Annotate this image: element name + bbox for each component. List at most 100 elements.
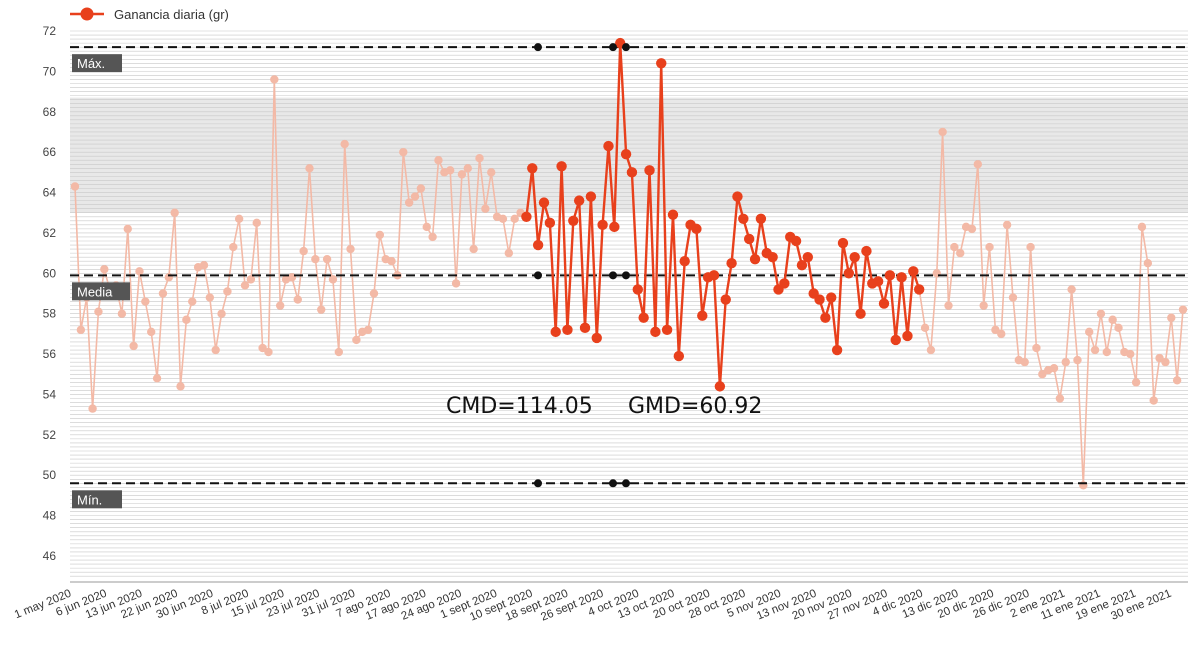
data-point-faded[interactable] bbox=[997, 329, 1006, 339]
data-point-faded[interactable] bbox=[1131, 378, 1141, 387]
data-point-faded[interactable] bbox=[985, 242, 994, 252]
data-point[interactable] bbox=[626, 167, 638, 178]
data-point[interactable] bbox=[749, 253, 761, 265]
data-point-faded[interactable] bbox=[240, 281, 250, 290]
data-point-faded[interactable] bbox=[246, 275, 256, 284]
data-point-faded[interactable] bbox=[1038, 370, 1047, 379]
data-point[interactable] bbox=[673, 350, 685, 362]
data-point[interactable] bbox=[579, 322, 591, 334]
data-point[interactable] bbox=[568, 215, 579, 227]
data-point[interactable] bbox=[532, 239, 544, 251]
data-point-faded[interactable] bbox=[293, 295, 302, 304]
data-point[interactable] bbox=[691, 223, 702, 235]
data-point[interactable] bbox=[738, 213, 749, 224]
data-point[interactable] bbox=[573, 195, 585, 206]
data-point[interactable] bbox=[890, 334, 901, 346]
data-point-faded[interactable] bbox=[129, 341, 138, 351]
data-point-faded[interactable] bbox=[76, 325, 86, 335]
data-point[interactable] bbox=[638, 312, 649, 323]
data-point-faded[interactable] bbox=[123, 224, 132, 234]
data-point[interactable] bbox=[755, 213, 767, 224]
data-point[interactable] bbox=[661, 324, 673, 336]
data-point-faded[interactable] bbox=[1096, 309, 1106, 318]
data-point-faded[interactable] bbox=[88, 404, 97, 413]
data-point-faded[interactable] bbox=[487, 168, 496, 177]
data-point[interactable] bbox=[855, 308, 866, 319]
data-point-faded[interactable] bbox=[1032, 343, 1041, 353]
data-point-faded[interactable] bbox=[328, 275, 338, 284]
data-point[interactable] bbox=[913, 284, 925, 295]
data-point-faded[interactable] bbox=[416, 184, 426, 193]
data-point[interactable] bbox=[831, 344, 843, 356]
data-point-faded[interactable] bbox=[1137, 222, 1147, 232]
legend[interactable]: Ganancia diaria (gr) bbox=[70, 7, 229, 22]
data-point-faded[interactable] bbox=[258, 343, 267, 353]
data-point-faded[interactable] bbox=[1073, 355, 1082, 365]
data-point[interactable] bbox=[556, 161, 567, 172]
data-point-faded[interactable] bbox=[463, 164, 472, 173]
data-point-faded[interactable] bbox=[404, 198, 414, 207]
data-point-faded[interactable] bbox=[1090, 345, 1100, 355]
data-point-faded[interactable] bbox=[1061, 357, 1070, 367]
data-point-faded[interactable] bbox=[956, 248, 965, 258]
data-point-faded[interactable] bbox=[229, 242, 238, 252]
data-point-faded[interactable] bbox=[457, 170, 467, 179]
data-point[interactable] bbox=[550, 326, 561, 338]
data-point-faded[interactable] bbox=[1067, 285, 1076, 294]
data-point-faded[interactable] bbox=[475, 154, 484, 163]
data-point[interactable] bbox=[878, 298, 890, 309]
data-point-faded[interactable] bbox=[305, 164, 314, 173]
data-point-faded[interactable] bbox=[1049, 364, 1059, 373]
data-point-faded[interactable] bbox=[1085, 327, 1094, 337]
data-point-faded[interactable] bbox=[434, 156, 443, 165]
data-point-faded[interactable] bbox=[1055, 394, 1065, 403]
data-point[interactable] bbox=[814, 294, 825, 305]
data-point-faded[interactable] bbox=[1114, 323, 1123, 333]
data-point[interactable] bbox=[849, 251, 860, 263]
data-point-faded[interactable] bbox=[399, 147, 408, 157]
data-point-faded[interactable] bbox=[217, 309, 226, 318]
data-point[interactable] bbox=[603, 140, 614, 152]
data-point-faded[interactable] bbox=[322, 254, 332, 264]
data-point[interactable] bbox=[679, 255, 690, 267]
data-point[interactable] bbox=[732, 191, 743, 202]
data-point-faded[interactable] bbox=[223, 287, 232, 296]
data-point[interactable] bbox=[872, 276, 884, 287]
data-point-faded[interactable] bbox=[363, 325, 373, 335]
data-point[interactable] bbox=[609, 221, 620, 233]
data-point-faded[interactable] bbox=[199, 261, 209, 270]
data-point[interactable] bbox=[796, 260, 808, 271]
data-point-faded[interactable] bbox=[1178, 305, 1188, 314]
data-point-faded[interactable] bbox=[141, 297, 150, 306]
data-point-faded[interactable] bbox=[1002, 220, 1012, 230]
data-point-faded[interactable] bbox=[973, 160, 983, 169]
data-point-faded[interactable] bbox=[938, 127, 947, 137]
data-point-faded[interactable] bbox=[152, 374, 162, 383]
data-point[interactable] bbox=[902, 330, 913, 342]
data-point[interactable] bbox=[908, 266, 919, 277]
data-point-faded[interactable] bbox=[340, 139, 349, 149]
data-point[interactable] bbox=[837, 237, 849, 249]
data-point-faded[interactable] bbox=[352, 335, 361, 345]
data-point[interactable] bbox=[790, 235, 802, 247]
data-point-faded[interactable] bbox=[346, 244, 355, 254]
data-point[interactable] bbox=[562, 324, 573, 336]
data-point[interactable] bbox=[714, 381, 726, 392]
data-point-faded[interactable] bbox=[451, 279, 461, 288]
data-point-faded[interactable] bbox=[205, 293, 215, 302]
data-point-faded[interactable] bbox=[182, 315, 191, 324]
data-point-faded[interactable] bbox=[264, 347, 273, 357]
data-point-faded[interactable] bbox=[1172, 376, 1182, 385]
data-point[interactable] bbox=[538, 197, 550, 208]
data-point-faded[interactable] bbox=[410, 192, 420, 201]
data-point-faded[interactable] bbox=[94, 307, 103, 316]
data-point-faded[interactable] bbox=[1102, 347, 1111, 357]
data-point-faded[interactable] bbox=[170, 208, 179, 217]
data-point[interactable] bbox=[697, 310, 708, 321]
data-point-faded[interactable] bbox=[147, 327, 156, 337]
data-point-faded[interactable] bbox=[498, 214, 508, 223]
data-point-faded[interactable] bbox=[481, 204, 490, 213]
data-point-faded[interactable] bbox=[979, 301, 988, 310]
data-point-faded[interactable] bbox=[1167, 313, 1176, 322]
data-point[interactable] bbox=[667, 209, 679, 220]
